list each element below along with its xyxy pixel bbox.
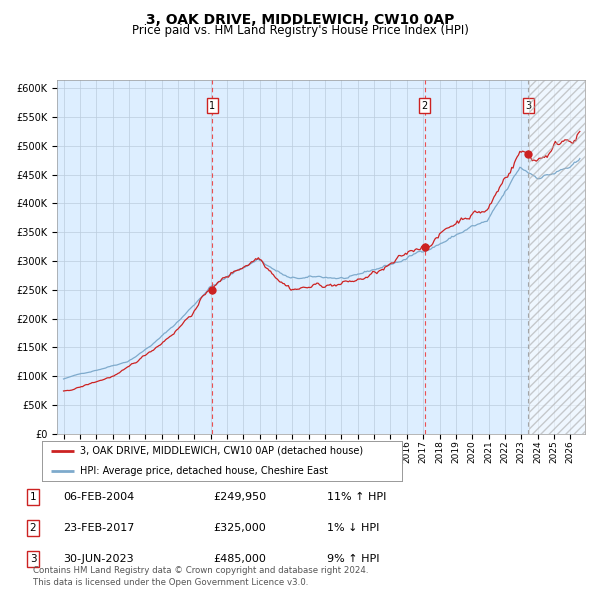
Text: 2: 2	[421, 100, 428, 110]
Text: 23-FEB-2017: 23-FEB-2017	[63, 523, 134, 533]
Text: Price paid vs. HM Land Registry's House Price Index (HPI): Price paid vs. HM Land Registry's House …	[131, 24, 469, 37]
Text: HPI: Average price, detached house, Cheshire East: HPI: Average price, detached house, Ches…	[80, 466, 328, 476]
Text: 3, OAK DRIVE, MIDDLEWICH, CW10 0AP (detached house): 3, OAK DRIVE, MIDDLEWICH, CW10 0AP (deta…	[80, 446, 363, 455]
Text: £249,950: £249,950	[213, 492, 266, 502]
Text: 3, OAK DRIVE, MIDDLEWICH, CW10 0AP: 3, OAK DRIVE, MIDDLEWICH, CW10 0AP	[146, 13, 454, 27]
Text: 06-FEB-2004: 06-FEB-2004	[63, 492, 134, 502]
Text: £485,000: £485,000	[213, 555, 266, 564]
Text: 3: 3	[29, 555, 37, 564]
Text: £325,000: £325,000	[213, 523, 266, 533]
Text: 11% ↑ HPI: 11% ↑ HPI	[327, 492, 386, 502]
Text: 2: 2	[29, 523, 37, 533]
Text: Contains HM Land Registry data © Crown copyright and database right 2024.
This d: Contains HM Land Registry data © Crown c…	[33, 566, 368, 587]
Text: 3: 3	[525, 100, 531, 110]
Text: 9% ↑ HPI: 9% ↑ HPI	[327, 555, 380, 564]
Text: 1: 1	[209, 100, 215, 110]
Text: 1: 1	[29, 492, 37, 502]
Text: 30-JUN-2023: 30-JUN-2023	[63, 555, 134, 564]
Text: 1% ↓ HPI: 1% ↓ HPI	[327, 523, 379, 533]
